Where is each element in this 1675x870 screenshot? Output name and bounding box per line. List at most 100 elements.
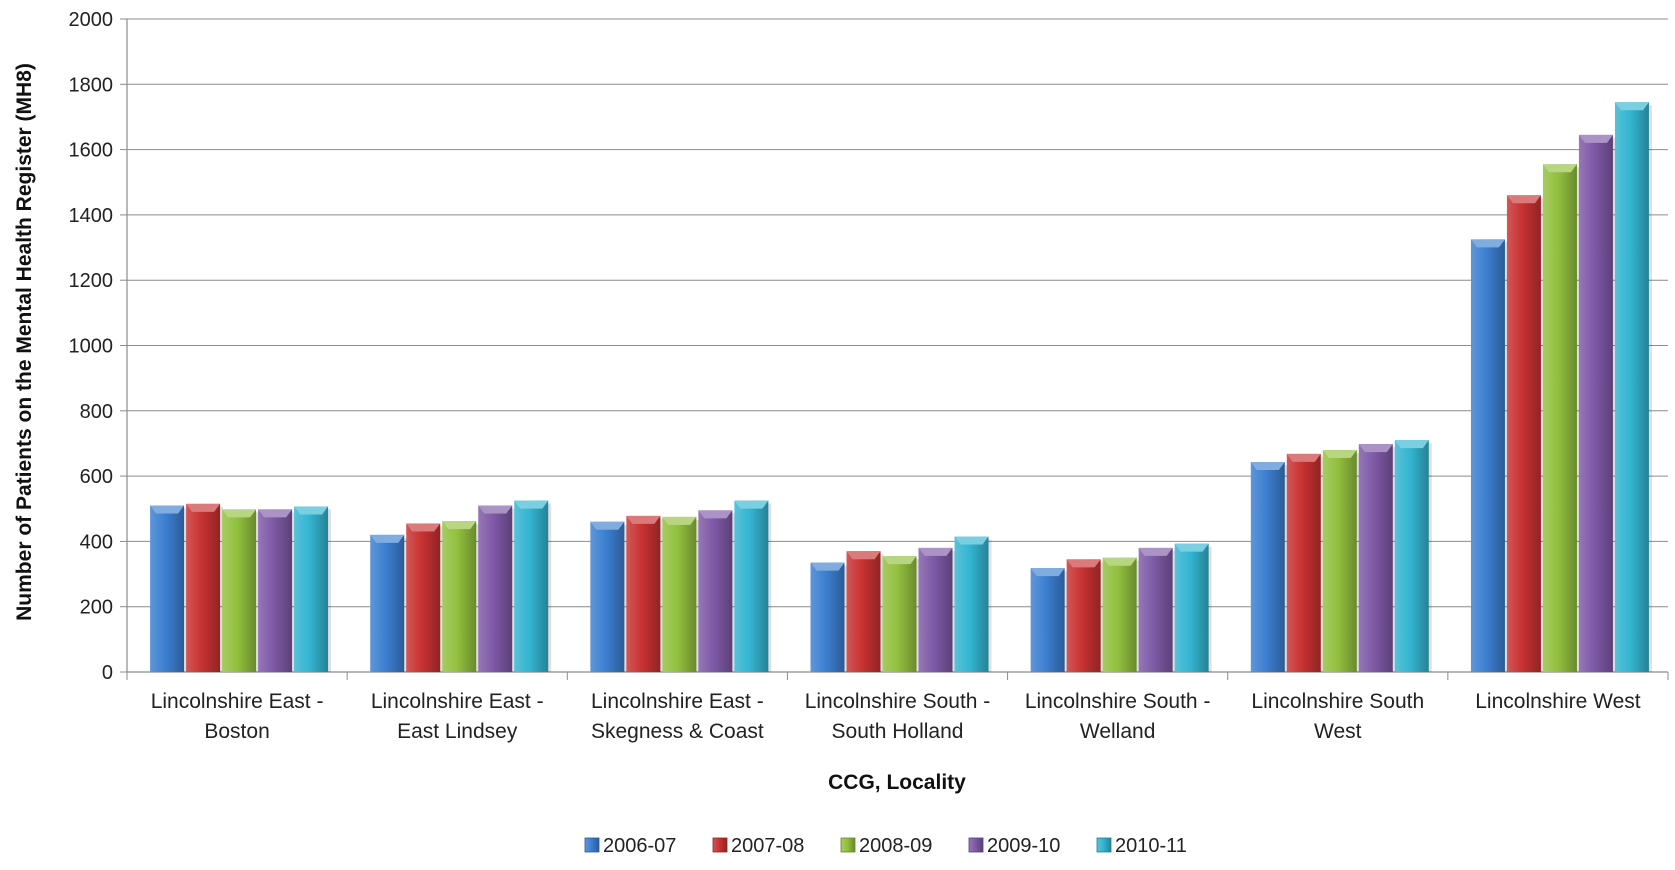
category-label: Lincolnshire West <box>1475 690 1641 713</box>
bar-2006-07-0 <box>150 505 188 672</box>
legend-swatch <box>712 837 728 853</box>
bar-cap <box>150 505 185 514</box>
bar <box>1614 102 1649 672</box>
bar-2008-09-3 <box>882 556 920 672</box>
bar-2010-11-3 <box>954 536 992 672</box>
bar-cap <box>1102 557 1137 566</box>
y-tick-label: 1400 <box>69 205 114 227</box>
bar-cap <box>882 556 917 565</box>
bar-cap <box>258 509 293 518</box>
bar-cap <box>478 505 513 514</box>
bar-2009-10-3 <box>918 547 956 672</box>
bar <box>1394 440 1429 672</box>
category-label: Lincolnshire East - <box>591 690 764 713</box>
bar <box>1506 195 1541 672</box>
y-tick-label: 400 <box>80 531 113 553</box>
y-tick-label: 2000 <box>69 9 114 31</box>
y-tick-label: 800 <box>80 401 113 423</box>
bar-cap <box>1358 444 1393 453</box>
bar-cap <box>590 521 625 530</box>
bar-cap <box>954 536 989 545</box>
legend: 2006-07 2007-08 2008-09 2009-10 2010-11 <box>584 835 1187 857</box>
bar <box>954 536 989 672</box>
category-label: West <box>1314 720 1362 743</box>
bar-cap <box>1138 547 1173 556</box>
y-tick-label: 0 <box>102 662 113 684</box>
bar-2007-08-0 <box>186 503 224 672</box>
bar <box>918 547 953 672</box>
bars <box>150 102 1652 673</box>
y-tick-label: 1200 <box>69 270 114 292</box>
bar-2009-10-4 <box>1138 547 1176 672</box>
bar-2008-09-5 <box>1322 449 1360 672</box>
y-tick-label: 1000 <box>69 336 114 358</box>
bar-cap <box>1250 462 1285 471</box>
y-tick-label: 200 <box>80 597 113 619</box>
bar-cap <box>846 551 881 560</box>
bar <box>222 509 257 672</box>
bar <box>626 515 661 672</box>
bar-2009-10-6 <box>1578 134 1616 673</box>
bar-2010-11-0 <box>294 506 332 672</box>
bar <box>1322 449 1357 672</box>
legend-label: 2009-10 <box>987 835 1060 857</box>
legend-item-2008-09: 2008-09 <box>840 835 932 857</box>
category-label: East Lindsey <box>397 720 518 743</box>
legend-swatch <box>968 837 984 853</box>
bar-cap <box>1066 559 1101 568</box>
bar-2006-07-1 <box>370 534 408 672</box>
bar-2006-07-3 <box>810 562 848 672</box>
legend-label: 2007-08 <box>731 835 804 857</box>
bar-cap <box>1542 164 1577 173</box>
bar <box>150 505 185 672</box>
bar <box>1286 453 1321 672</box>
category-label: Lincolnshire South - <box>1025 690 1211 713</box>
bar <box>698 510 733 672</box>
legend-label: 2010-11 <box>1115 835 1187 857</box>
bar-cap <box>1030 568 1065 577</box>
bar-cap <box>1506 195 1541 204</box>
y-axis-title: Number of Patients on the Mental Health … <box>13 63 36 621</box>
bar-cap <box>662 516 697 525</box>
bar-cap <box>514 500 549 509</box>
legend-label: 2006-07 <box>603 835 676 857</box>
bar-2009-10-5 <box>1358 444 1396 672</box>
bar-2007-08-4 <box>1066 559 1104 672</box>
bar-cap <box>1394 440 1429 449</box>
x-axis-title: CCG, Locality <box>828 771 966 794</box>
bar-2007-08-5 <box>1286 453 1324 672</box>
bar <box>186 503 221 672</box>
legend-swatch <box>840 837 856 853</box>
bar-2010-11-5 <box>1394 440 1432 672</box>
bar-2008-09-6 <box>1542 164 1580 673</box>
bar-2006-07-6 <box>1470 239 1508 672</box>
bar <box>442 521 477 672</box>
bar <box>1542 164 1577 673</box>
bar-cap <box>1174 543 1209 552</box>
bar <box>370 534 405 672</box>
category-label: Lincolnshire South - <box>805 690 991 713</box>
bar-cap <box>626 515 661 524</box>
bar <box>846 551 881 672</box>
bar-2007-08-3 <box>846 551 884 672</box>
bar-2008-09-1 <box>442 521 480 672</box>
bar-2008-09-0 <box>222 509 260 672</box>
category-label: South Holland <box>832 720 964 743</box>
bar-cap <box>186 503 221 512</box>
bar-cap <box>442 521 477 530</box>
legend-swatch <box>1096 837 1112 853</box>
bar-cap <box>294 506 329 515</box>
bar-2008-09-2 <box>662 516 700 672</box>
bar-cap <box>810 562 845 571</box>
bar-2006-07-2 <box>590 521 628 672</box>
bar-cap <box>1286 453 1321 462</box>
y-tick-label: 600 <box>80 466 113 488</box>
bar-cap <box>734 500 769 509</box>
bar-2007-08-6 <box>1506 195 1544 672</box>
bar-2006-07-4 <box>1030 568 1068 672</box>
bar-2007-08-2 <box>626 515 664 672</box>
bar <box>1470 239 1505 672</box>
bar-cap <box>1470 239 1505 248</box>
